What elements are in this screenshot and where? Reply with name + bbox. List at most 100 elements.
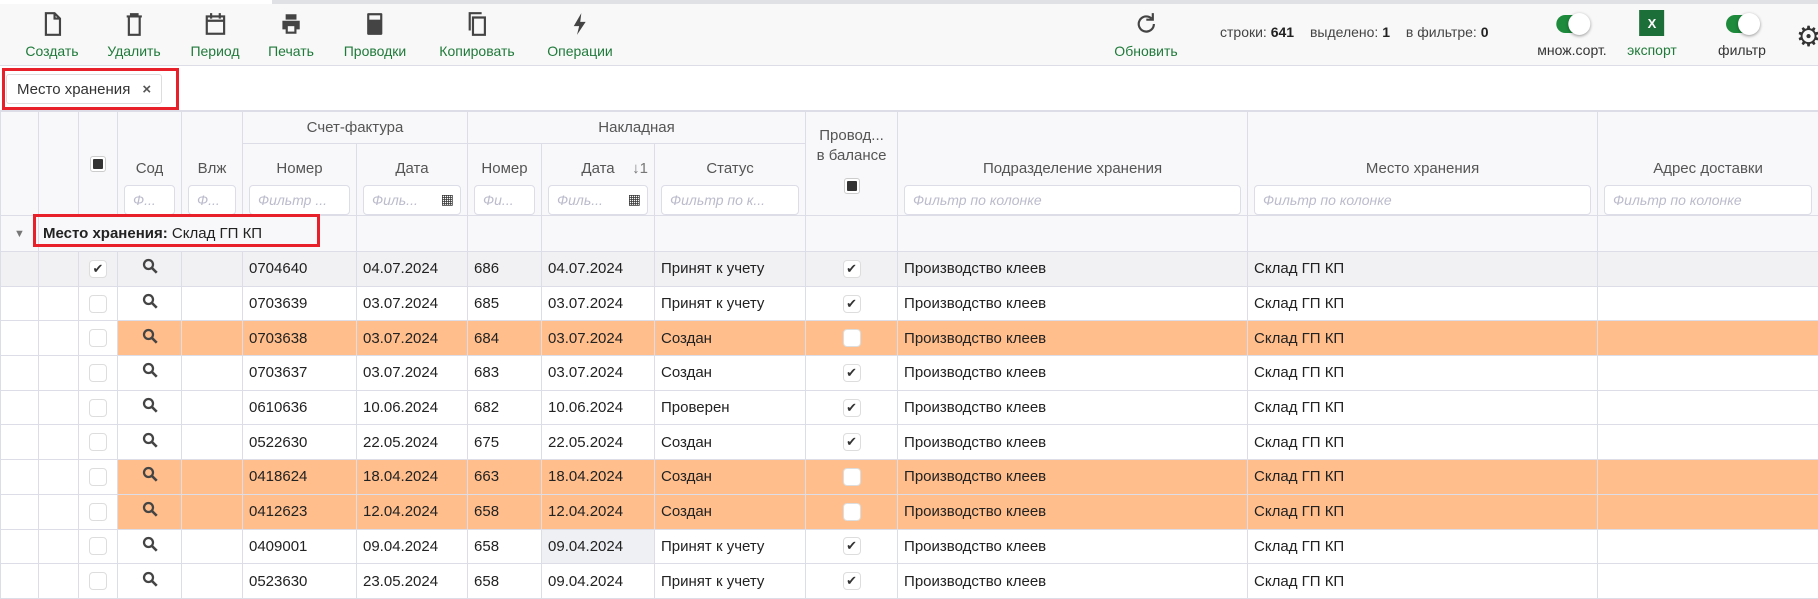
cell-inv_num[interactable]: 0412623 <box>243 494 357 529</box>
row-checkbox[interactable]: ✔ <box>89 260 107 278</box>
cell-wb_date[interactable]: 09.04.2024 <box>542 564 655 599</box>
search-icon[interactable] <box>141 259 159 279</box>
cell-inv_date[interactable]: 09.04.2024 <box>357 529 468 564</box>
cell-inv_num[interactable]: 0703638 <box>243 321 357 356</box>
cell-wb_num[interactable]: 675 <box>468 425 542 460</box>
posted-checkbox[interactable] <box>843 329 861 347</box>
cell-inv_num[interactable]: 0522630 <box>243 425 357 460</box>
cell-inv_num[interactable]: 0409001 <box>243 529 357 564</box>
row-checkbox[interactable] <box>89 295 107 313</box>
cell-storage[interactable]: Склад ГП КП <box>1248 286 1598 321</box>
cell-inv_date[interactable]: 10.06.2024 <box>357 390 468 425</box>
cell-status[interactable]: Создан <box>655 460 806 495</box>
cell-inv_num[interactable]: 0703639 <box>243 286 357 321</box>
cell-wb_num[interactable]: 686 <box>468 252 542 287</box>
cell-status[interactable]: Создан <box>655 321 806 356</box>
cell-wb_num[interactable]: 683 <box>468 356 542 391</box>
cell-inv_date[interactable]: 04.07.2024 <box>357 252 468 287</box>
date-filter[interactable]: Филь...▦ <box>548 185 648 215</box>
cell-inv_date[interactable]: 03.07.2024 <box>357 356 468 391</box>
toggle-switch[interactable] <box>1726 15 1758 33</box>
search-icon[interactable] <box>141 294 159 314</box>
cell-address[interactable] <box>1598 425 1818 460</box>
cell-division[interactable]: Производство клеев <box>898 321 1248 356</box>
row-checkbox[interactable] <box>89 537 107 555</box>
posted-checkbox[interactable]: ✔ <box>843 537 861 555</box>
search-icon[interactable] <box>141 467 159 487</box>
cell-division[interactable]: Производство клеев <box>898 564 1248 599</box>
toolbar-button[interactable]: Период <box>190 10 239 59</box>
cell-storage[interactable]: Склад ГП КП <box>1248 529 1598 564</box>
cell-inv_date[interactable]: 12.04.2024 <box>357 494 468 529</box>
select-all-checkbox[interactable] <box>90 156 106 172</box>
posted-filter-checkbox[interactable] <box>844 178 860 194</box>
cell-address[interactable] <box>1598 252 1818 287</box>
cell-wb_date[interactable]: 03.07.2024 <box>542 286 655 321</box>
cell-address[interactable] <box>1598 321 1818 356</box>
cell-inv_num[interactable]: 0418624 <box>243 460 357 495</box>
cell-division[interactable]: Производство клеев <box>898 356 1248 391</box>
cell-storage[interactable]: Склад ГП КП <box>1248 460 1598 495</box>
search-icon[interactable] <box>141 502 159 522</box>
search-icon[interactable] <box>141 572 159 592</box>
cell-address[interactable] <box>1598 494 1818 529</box>
filter-input[interactable]: Фильтр по к... <box>661 185 799 215</box>
posted-checkbox[interactable] <box>843 468 861 486</box>
cell-wb_date[interactable]: 12.04.2024 <box>542 494 655 529</box>
cell-division[interactable]: Производство клеев <box>898 252 1248 287</box>
cell-wb_num[interactable]: 682 <box>468 390 542 425</box>
export-button[interactable]: X экспорт <box>1627 10 1677 58</box>
posted-checkbox[interactable]: ✔ <box>843 364 861 382</box>
toggle-switch[interactable] <box>1556 15 1588 33</box>
cell-inv_date[interactable]: 03.07.2024 <box>357 321 468 356</box>
row-checkbox[interactable] <box>89 503 107 521</box>
filter-toggle[interactable]: фильтр <box>1718 12 1766 58</box>
cell-address[interactable] <box>1598 390 1818 425</box>
posted-checkbox[interactable]: ✔ <box>843 572 861 590</box>
search-icon[interactable] <box>141 433 159 453</box>
cell-wb_date[interactable]: 09.04.2024 <box>542 529 655 564</box>
cell-storage[interactable]: Склад ГП КП <box>1248 390 1598 425</box>
cell-wb_date[interactable]: 22.05.2024 <box>542 425 655 460</box>
cell-wb_num[interactable]: 658 <box>468 529 542 564</box>
cell-wb_num[interactable]: 684 <box>468 321 542 356</box>
filter-input[interactable]: Фильтр по колонке <box>1254 185 1591 215</box>
filter-input[interactable]: Фильтр по колонке <box>904 185 1241 215</box>
cell-status[interactable]: Создан <box>655 356 806 391</box>
posted-checkbox[interactable]: ✔ <box>843 260 861 278</box>
row-checkbox[interactable] <box>89 468 107 486</box>
cell-wb_num[interactable]: 685 <box>468 286 542 321</box>
search-icon[interactable] <box>141 329 159 349</box>
posted-checkbox[interactable]: ✔ <box>843 399 861 417</box>
cell-inv_num[interactable]: 0703637 <box>243 356 357 391</box>
cell-address[interactable] <box>1598 286 1818 321</box>
row-checkbox[interactable] <box>89 329 107 347</box>
col-posted[interactable]: Провод...в балансе <box>806 112 898 216</box>
cell-status[interactable]: Принят к учету <box>655 529 806 564</box>
cell-wb_date[interactable]: 03.07.2024 <box>542 321 655 356</box>
search-icon[interactable] <box>141 537 159 557</box>
calendar-icon[interactable]: ▦ <box>441 191 454 208</box>
toolbar-button[interactable]: Проводки <box>344 10 407 59</box>
cell-inv_num[interactable]: 0704640 <box>243 252 357 287</box>
cell-inv_date[interactable]: 03.07.2024 <box>357 286 468 321</box>
cell-wb_date[interactable]: 03.07.2024 <box>542 356 655 391</box>
cell-division[interactable]: Производство клеев <box>898 425 1248 460</box>
gear-icon[interactable]: ⚙ <box>1796 20 1818 53</box>
filter-input[interactable]: Фильтр по колонке <box>1604 185 1812 215</box>
cell-wb_date[interactable]: 04.07.2024 <box>542 252 655 287</box>
filter-input[interactable]: Ф... <box>124 185 175 215</box>
